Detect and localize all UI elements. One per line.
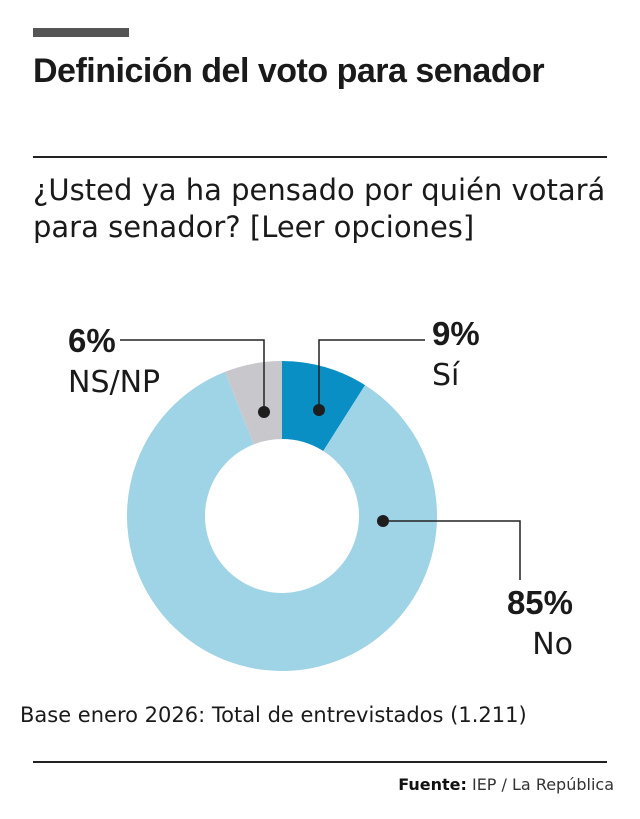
slice-0 xyxy=(282,361,366,451)
source: Fuente: IEP / La República xyxy=(398,775,614,794)
data-label: 85% xyxy=(507,584,573,621)
leader-line xyxy=(120,339,265,412)
category-label: Sí xyxy=(432,358,461,393)
data-label: 9% xyxy=(432,315,480,352)
divider xyxy=(33,156,607,158)
category-label: No xyxy=(532,627,573,662)
chart-title: Definición del voto para senador xyxy=(33,52,545,90)
leader-dot xyxy=(377,515,389,527)
leader-dot xyxy=(258,406,270,418)
slice-2 xyxy=(224,361,282,445)
leader-dot xyxy=(313,404,325,416)
leader-line xyxy=(383,520,521,580)
slice-1 xyxy=(127,371,438,671)
data-label: 6% xyxy=(68,322,116,359)
source-value: IEP / La República xyxy=(471,775,614,794)
source-label: Fuente: xyxy=(398,775,467,794)
donut-chart: 9% Sí 85% No 6% NS/NP xyxy=(68,315,573,671)
chart-question: ¿Usted ya ha pensado por quién votará pa… xyxy=(33,173,606,244)
leader-line xyxy=(318,339,425,410)
divider xyxy=(33,761,607,763)
header-bar xyxy=(33,28,129,37)
category-label: NS/NP xyxy=(68,365,160,400)
base-note: Base enero 2026: Total de entrevistados … xyxy=(20,703,527,727)
